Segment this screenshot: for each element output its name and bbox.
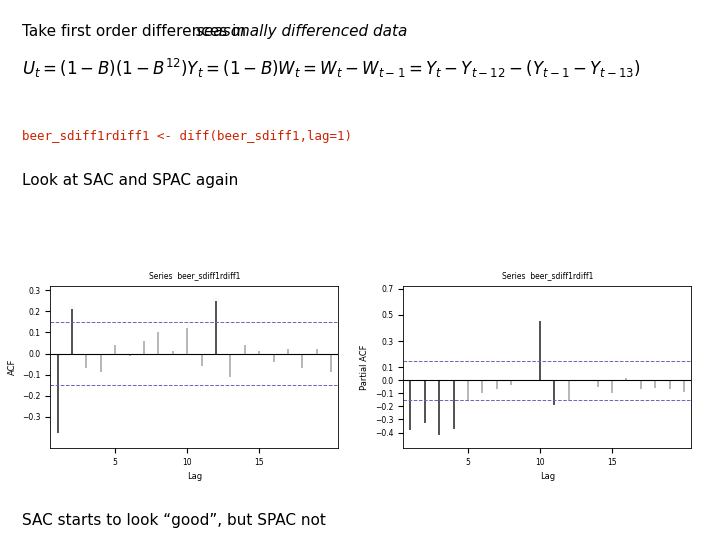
Text: SAC starts to look “good”, but SPAC not: SAC starts to look “good”, but SPAC not bbox=[22, 513, 325, 528]
Text: Look at SAC and SPAC again: Look at SAC and SPAC again bbox=[22, 173, 238, 188]
X-axis label: Lag: Lag bbox=[186, 472, 202, 482]
Text: Take first order differences in: Take first order differences in bbox=[22, 24, 251, 39]
X-axis label: Lag: Lag bbox=[539, 472, 555, 482]
Y-axis label: ACF: ACF bbox=[8, 359, 17, 375]
Text: beer_sdiff1rdiff1 <- diff(beer_sdiff1,lag=1): beer_sdiff1rdiff1 <- diff(beer_sdiff1,la… bbox=[22, 130, 351, 143]
Text: $U_t = (1-B)(1-B^{12})Y_t = (1-B)W_t = W_t - W_{t-1} = Y_t - Y_{t-12} - (Y_{t-1}: $U_t = (1-B)(1-B^{12})Y_t = (1-B)W_t = W… bbox=[22, 57, 641, 80]
Text: seasonally differenced data: seasonally differenced data bbox=[196, 24, 407, 39]
Title: Series  beer_sdiff1rdiff1: Series beer_sdiff1rdiff1 bbox=[149, 271, 240, 280]
Y-axis label: Partial ACF: Partial ACF bbox=[361, 345, 369, 390]
Title: Series  beer_sdiff1rdiff1: Series beer_sdiff1rdiff1 bbox=[502, 271, 593, 280]
